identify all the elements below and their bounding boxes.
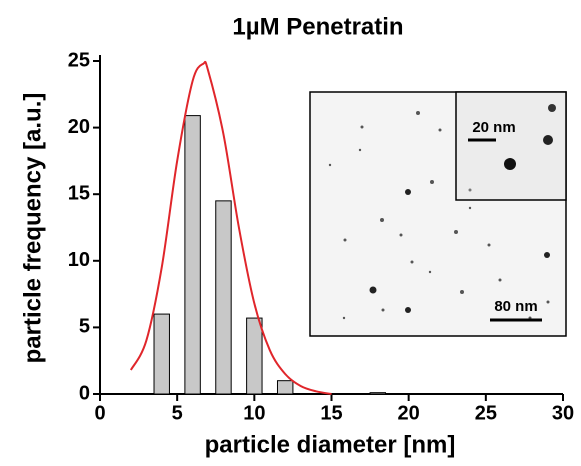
bar [153,313,170,395]
y-tick-label: 25 [68,49,90,71]
y-tick-label: 20 [68,116,90,138]
bar [215,200,232,395]
inset-image [309,91,567,337]
bar [369,392,387,395]
x-tick-label: 25 [475,402,497,424]
scale-label: 80 nm [494,298,537,315]
scale-label: 20 nm [472,119,515,136]
fit-line [129,60,332,395]
x-axis-title: particle diameter [nm] [205,431,456,458]
chart-title: 1µM Penetratin [232,13,403,40]
y-axis-title: particle frequency [a.u.] [19,93,46,364]
y-tick-label: 15 [68,182,90,204]
x-tick-label: 5 [172,402,183,424]
y-tick-label: 10 [68,249,90,271]
bar [276,380,294,395]
bar [184,115,201,395]
x-tick-label: 10 [243,402,265,424]
x-tick-label: 15 [320,402,342,424]
x-tick-label: 30 [552,402,574,424]
x-tick-label: 0 [94,402,105,424]
y-tick-label: 0 [79,382,90,404]
bar [246,317,263,395]
x-tick-label: 20 [398,402,420,424]
y-tick-label: 5 [79,316,90,338]
